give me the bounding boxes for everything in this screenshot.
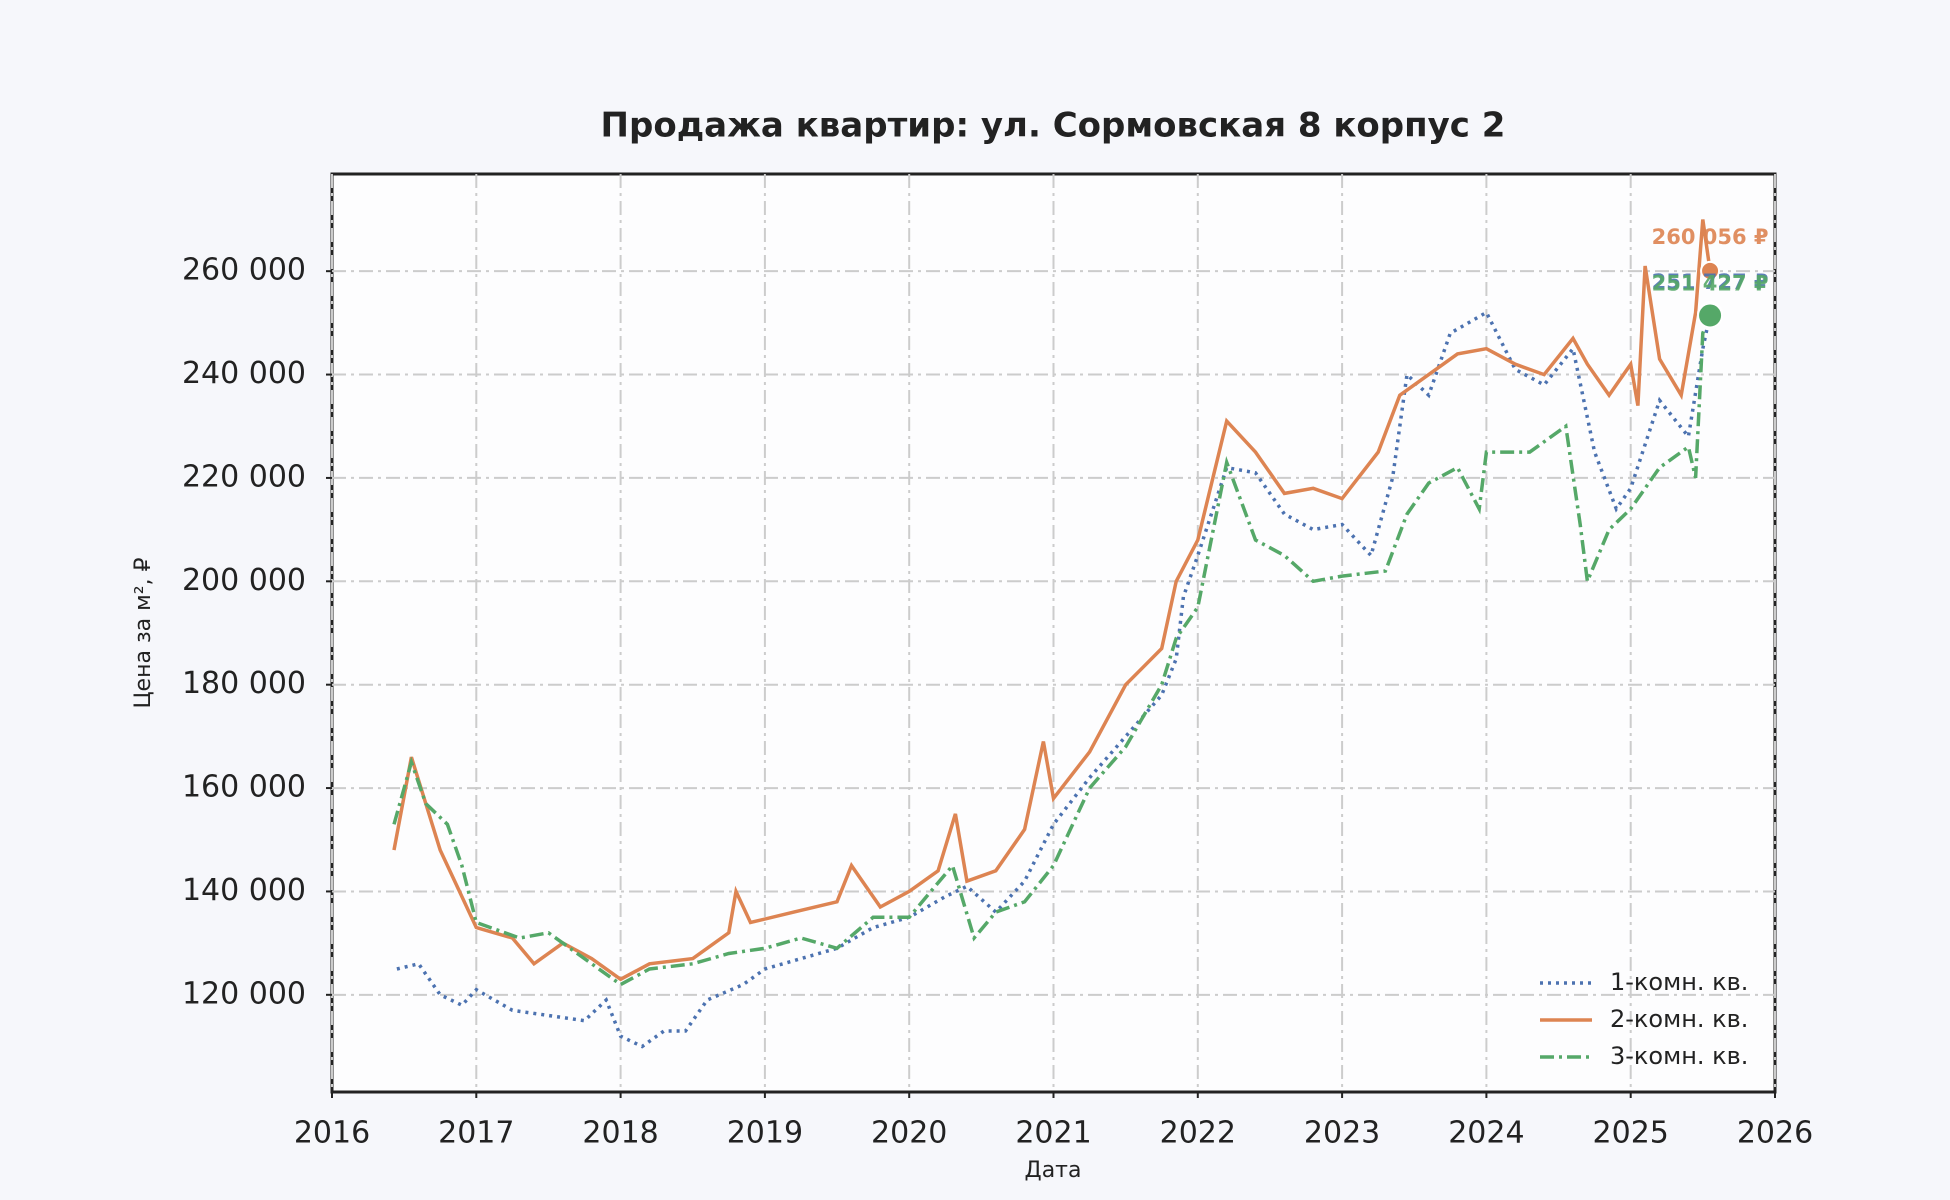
series-line: [392, 314, 1712, 987]
y-axis-label: Цена за м², ₽: [131, 557, 156, 708]
x-tick-label: 2017: [438, 1116, 514, 1151]
y-tick-label: 120 000: [182, 976, 306, 1011]
series-line: [392, 219, 1712, 982]
x-tick-label: 2026: [1737, 1116, 1813, 1151]
x-tick-label: 2021: [1015, 1116, 1091, 1151]
x-tick-label: 2024: [1448, 1116, 1524, 1151]
chart-title: Продажа квартир: ул. Сормовская 8 корпус…: [601, 106, 1506, 146]
grid: [331, 174, 1776, 1092]
legend-label: 1-комн. кв.: [1610, 968, 1748, 996]
x-tick-label: 2019: [727, 1116, 803, 1151]
end-label: 251 427 ₽: [1652, 271, 1769, 295]
legend: 1-комн. кв. 2-комн. кв. 3-комн. кв.: [1540, 968, 1748, 1070]
x-axis-label: Дата: [1025, 1158, 1082, 1183]
y-tick-label: 140 000: [182, 873, 306, 908]
end-point: [1700, 260, 1721, 281]
legend-label: 2-комн. кв.: [1610, 1005, 1748, 1033]
x-tick-label: 2023: [1304, 1116, 1380, 1151]
end-label: 260 056 ₽: [1652, 225, 1769, 249]
end-point: [1697, 302, 1724, 329]
y-tick-label: 180 000: [182, 666, 306, 701]
end-label: 251 727 ₽: [1652, 270, 1769, 294]
y-tick-label: 240 000: [182, 356, 306, 391]
x-tick-label: 2018: [582, 1116, 658, 1151]
x-tick-label: 2022: [1160, 1116, 1236, 1151]
x-tick-label: 2020: [871, 1116, 947, 1151]
y-tick-label: 160 000: [182, 770, 306, 805]
y-tick-label: 260 000: [182, 253, 306, 288]
x-tick-label: 2025: [1593, 1116, 1669, 1151]
x-tick-label: 2016: [294, 1116, 370, 1151]
legend-label: 3-комн. кв.: [1610, 1042, 1748, 1070]
y-tick-label: 200 000: [182, 563, 306, 598]
y-tick-label: 220 000: [182, 459, 306, 494]
